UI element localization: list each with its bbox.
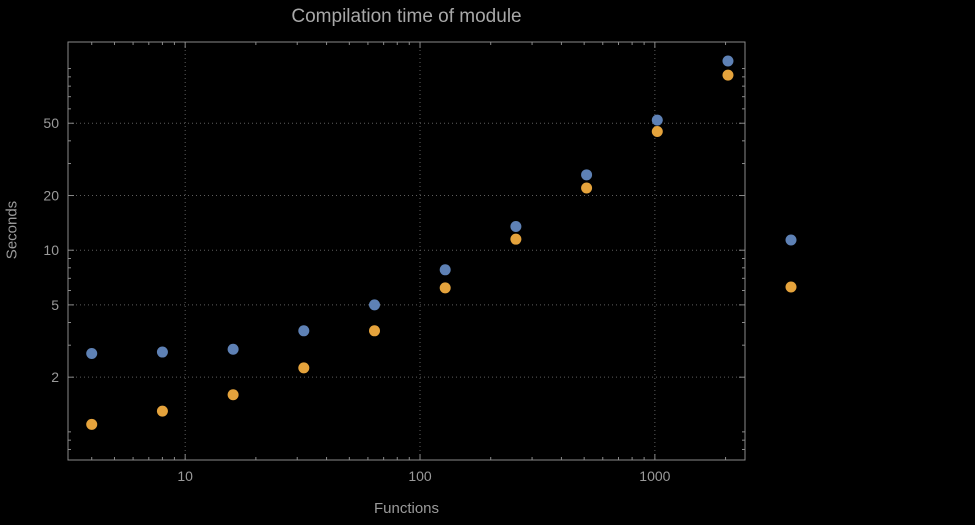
data-point-orange xyxy=(227,389,239,401)
data-point-orange xyxy=(298,362,310,374)
data-point-blue xyxy=(581,169,593,181)
data-point-orange xyxy=(510,233,522,245)
plot-frame xyxy=(67,41,746,461)
data-point-blue xyxy=(156,346,168,358)
x-tick-label: 1000 xyxy=(639,468,670,484)
y-tick-label: 5 xyxy=(51,297,59,313)
data-point-blue xyxy=(510,221,522,233)
x-tick-label: 10 xyxy=(177,468,193,484)
x-tick-label: 100 xyxy=(408,468,432,484)
chart-title: Compilation time of module xyxy=(291,6,522,27)
data-point-orange xyxy=(439,282,451,294)
data-point-blue xyxy=(86,348,98,360)
data-point-blue xyxy=(369,299,381,311)
legend-marker-blue xyxy=(785,234,797,246)
data-point-orange xyxy=(86,418,98,430)
data-point-orange xyxy=(369,325,381,337)
data-point-blue xyxy=(722,55,734,67)
y-axis-label: Seconds xyxy=(3,200,21,260)
data-point-blue xyxy=(298,325,310,337)
data-point-orange xyxy=(581,182,593,194)
y-tick-label: 10 xyxy=(43,242,59,258)
y-tick-label: 2 xyxy=(51,369,59,385)
legend-marker-orange xyxy=(785,281,797,293)
data-point-orange xyxy=(722,69,734,81)
data-point-blue xyxy=(651,114,663,126)
data-point-orange xyxy=(156,405,168,417)
data-point-blue xyxy=(227,343,239,355)
y-tick-label: 20 xyxy=(43,188,59,204)
y-tick-label: 50 xyxy=(43,115,59,131)
x-axis-label: Functions xyxy=(373,500,440,517)
data-point-orange xyxy=(651,126,663,138)
data-point-blue xyxy=(439,264,451,276)
